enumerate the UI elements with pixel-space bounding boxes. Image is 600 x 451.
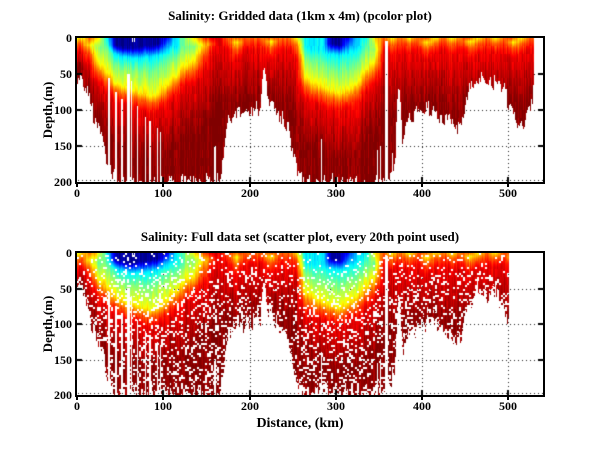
scatter-plot-canvas bbox=[77, 253, 543, 395]
plot1-xtick-mark-0 bbox=[76, 184, 78, 187]
plot1-xtick-100: 100 bbox=[154, 186, 172, 200]
plot2-ytick-200: 200 bbox=[54, 388, 72, 402]
plot2-xtick-mark-200 bbox=[249, 397, 251, 400]
plot2-area bbox=[75, 251, 545, 397]
plot2-ytick-50: 50 bbox=[60, 282, 72, 296]
plot2-xtick-mark-400 bbox=[421, 397, 423, 400]
plot1-xtick-300: 300 bbox=[327, 186, 345, 200]
plot2-ytick-150: 150 bbox=[54, 353, 72, 367]
plot1-ytick-50: 50 bbox=[60, 67, 72, 81]
plot2-title: Salinity: Full data set (scatter plot, e… bbox=[140, 229, 460, 244]
x-axis-label: Distance, (km) bbox=[256, 416, 344, 431]
plot1-xtick-mark-200 bbox=[249, 184, 251, 187]
plot1-xtick-mark-300 bbox=[335, 184, 337, 187]
plot2-xtick-500: 500 bbox=[499, 399, 517, 413]
plot1-xtick-500: 500 bbox=[499, 186, 517, 200]
plot1-ytick-0: 0 bbox=[66, 31, 72, 45]
plot1-xtick-0: 0 bbox=[74, 186, 80, 200]
plot2-xtick-mark-300 bbox=[335, 397, 337, 400]
plot2-xtick-mark-100 bbox=[162, 397, 164, 400]
plot2-ytick-0: 0 bbox=[66, 246, 72, 260]
plot1-xtick-200: 200 bbox=[241, 186, 259, 200]
plot1-xtick-mark-500 bbox=[507, 184, 509, 187]
plot1-xtick-mark-400 bbox=[421, 184, 423, 187]
plot2-xtick-300: 300 bbox=[327, 399, 345, 413]
plot2-xtick-0: 0 bbox=[74, 399, 80, 413]
plot2-xtick-mark-500 bbox=[507, 397, 509, 400]
plot2-ytick-100: 100 bbox=[54, 317, 72, 331]
plot1-area bbox=[75, 36, 545, 184]
plot1-ytick-150: 150 bbox=[54, 139, 72, 153]
plot2-xtick-400: 400 bbox=[413, 399, 431, 413]
plot2-xtick-200: 200 bbox=[241, 399, 259, 413]
plot2-xtick-mark-0 bbox=[76, 397, 78, 400]
plot1-ytick-200: 200 bbox=[54, 175, 72, 189]
plot2-xtick-100: 100 bbox=[154, 399, 172, 413]
plot1-ytick-100: 100 bbox=[54, 103, 72, 117]
plot1-xtick-400: 400 bbox=[413, 186, 431, 200]
pcolor-plot-canvas bbox=[77, 38, 543, 182]
plot1-xtick-mark-100 bbox=[162, 184, 164, 187]
plot1-title: Salinity: Gridded data (1km x 4m) (pcolo… bbox=[168, 8, 432, 23]
